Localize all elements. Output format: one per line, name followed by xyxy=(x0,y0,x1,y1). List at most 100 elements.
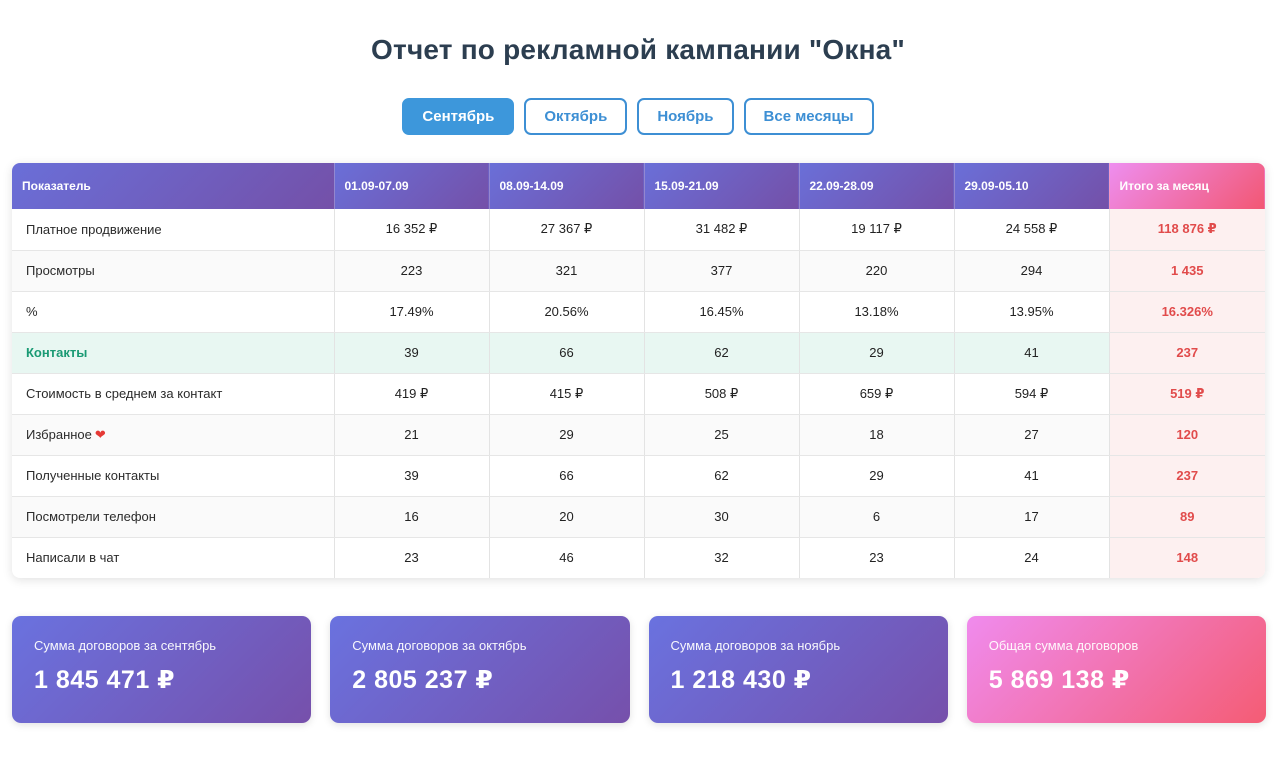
table-cell: 17 xyxy=(954,496,1110,538)
table-cell: 27 367 ₽ xyxy=(489,209,645,251)
row-label: Написали в чат xyxy=(12,537,335,578)
table-cell: 294 xyxy=(954,250,1110,292)
total-cell: 118 876 ₽ xyxy=(1109,209,1265,251)
table-row: Посмотрели телефон 16 20 30 6 17 89 xyxy=(12,496,1265,538)
total-cell: 237 xyxy=(1109,455,1265,497)
table-cell: 377 xyxy=(644,250,800,292)
table-cell: 419 ₽ xyxy=(334,373,490,415)
tab-september[interactable]: Сентябрь xyxy=(402,98,515,135)
card-value: 2 805 237 ₽ xyxy=(352,666,494,694)
row-label: Платное продвижение xyxy=(12,209,335,251)
tab-november[interactable]: Ноябрь xyxy=(637,98,734,135)
table-cell: 20 xyxy=(489,496,645,538)
card-label: Сумма договоров за ноябрь xyxy=(670,638,841,653)
total-cell: 89 xyxy=(1109,496,1265,538)
column-header: 29.09-05.10 xyxy=(954,163,1110,209)
table-cell: 27 xyxy=(954,414,1110,456)
column-header: 15.09-21.09 xyxy=(644,163,800,209)
table-cell: 17.49% xyxy=(334,291,490,333)
table-cell: 13.18% xyxy=(799,291,955,333)
table-cell: 31 482 ₽ xyxy=(644,209,800,251)
table-cell: 16.45% xyxy=(644,291,800,333)
column-header-total: Итого за месяц xyxy=(1109,163,1265,209)
table-row: Стоимость в среднем за контакт 419 ₽ 415… xyxy=(12,373,1265,415)
row-label: Посмотрели телефон xyxy=(12,496,335,538)
table-cell: 30 xyxy=(644,496,800,538)
total-cell: 1 435 xyxy=(1109,250,1265,292)
table-header-row: Показатель 01.09-07.09 08.09-14.09 15.09… xyxy=(12,163,1265,209)
table-cell: 415 ₽ xyxy=(489,373,645,415)
heart-icon: ❤ xyxy=(94,426,106,442)
table-row: Полученные контакты 39 66 62 29 41 237 xyxy=(12,455,1265,497)
table-cell: 29 xyxy=(489,414,645,456)
total-cell: 148 xyxy=(1109,537,1265,578)
table-cell: 20.56% xyxy=(489,291,645,333)
card-value: 1 218 430 ₽ xyxy=(670,666,812,694)
table-cell: 29 xyxy=(799,455,955,497)
table-cell: 24 558 ₽ xyxy=(954,209,1110,251)
column-header: 08.09-14.09 xyxy=(489,163,645,209)
card-value: 5 869 138 ₽ xyxy=(988,666,1130,694)
table-cell: 24 xyxy=(954,537,1110,578)
table-cell: 41 xyxy=(954,332,1110,374)
table-cell: 29 xyxy=(799,332,955,374)
table-cell: 66 xyxy=(489,455,645,497)
table-row: Написали в чат 23 46 32 23 24 148 xyxy=(12,537,1265,578)
card-label: Сумма договоров за сентябрь xyxy=(34,638,217,653)
table-cell: 39 xyxy=(334,332,490,374)
table-cell: 18 xyxy=(799,414,955,456)
card-value: 1 845 471 ₽ xyxy=(34,666,176,694)
table-cell: 32 xyxy=(644,537,800,578)
table-cell: 13.95% xyxy=(954,291,1110,333)
table-cell: 6 xyxy=(799,496,955,538)
table-cell: 39 xyxy=(334,455,490,497)
table-row: % 17.49% 20.56% 16.45% 13.18% 13.95% 16.… xyxy=(12,291,1265,333)
month-tabs: Сентябрь Октябрь Ноябрь Все месяцы xyxy=(0,98,1276,135)
summary-card-total: Общая сумма договоров 5 869 138 ₽ xyxy=(966,616,1266,723)
row-label: Стоимость в среднем за контакт xyxy=(12,373,335,415)
table-cell: 66 xyxy=(489,332,645,374)
report-table-container: Показатель 01.09-07.09 08.09-14.09 15.09… xyxy=(12,163,1265,578)
tab-all-months[interactable]: Все месяцы xyxy=(743,98,874,135)
row-label: Просмотры xyxy=(12,250,335,292)
column-header: 01.09-07.09 xyxy=(334,163,490,209)
table-cell: 25 xyxy=(644,414,800,456)
summary-card-october: Сумма договоров за октябрь 2 805 237 ₽ xyxy=(330,616,630,723)
row-label-favorites: Избранное ❤ xyxy=(12,414,335,456)
table-cell: 594 ₽ xyxy=(954,373,1110,415)
table-cell: 321 xyxy=(489,250,645,292)
table-row-contacts: Контакты 39 66 62 29 41 237 xyxy=(12,332,1265,374)
row-label: % xyxy=(12,291,335,333)
row-label: Контакты xyxy=(12,332,335,374)
table-cell: 62 xyxy=(644,455,800,497)
page-title: Отчет по рекламной кампании "Окна" xyxy=(371,34,905,65)
table-cell: 23 xyxy=(334,537,490,578)
tab-october[interactable]: Октябрь xyxy=(524,98,628,135)
row-label-text: Избранное xyxy=(26,426,92,442)
card-label: Общая сумма договоров xyxy=(988,638,1139,653)
total-cell: 16.326% xyxy=(1109,291,1265,333)
table-cell: 41 xyxy=(954,455,1110,497)
total-cell: 120 xyxy=(1109,414,1265,456)
summary-cards: Сумма договоров за сентябрь 1 845 471 ₽ … xyxy=(12,616,1266,723)
table-cell: 223 xyxy=(334,250,490,292)
total-cell: 519 ₽ xyxy=(1109,373,1265,415)
table-cell: 19 117 ₽ xyxy=(799,209,955,251)
table-cell: 46 xyxy=(489,537,645,578)
table-cell: 16 352 ₽ xyxy=(334,209,490,251)
table-cell: 508 ₽ xyxy=(644,373,800,415)
table-row: Избранное ❤ 21 29 25 18 27 120 xyxy=(12,414,1265,456)
table-cell: 62 xyxy=(644,332,800,374)
row-label: Полученные контакты xyxy=(12,455,335,497)
table-row: Платное продвижение 16 352 ₽ 27 367 ₽ 31… xyxy=(12,209,1265,251)
column-header: Показатель xyxy=(12,163,335,209)
table-cell: 659 ₽ xyxy=(799,373,955,415)
column-header: 22.09-28.09 xyxy=(799,163,955,209)
card-label: Сумма договоров за октябрь xyxy=(352,638,527,653)
summary-card-september: Сумма договоров за сентябрь 1 845 471 ₽ xyxy=(12,616,312,723)
total-cell: 237 xyxy=(1109,332,1265,374)
summary-card-november: Сумма договоров за ноябрь 1 218 430 ₽ xyxy=(648,616,948,723)
table-cell: 16 xyxy=(334,496,490,538)
table-cell: 23 xyxy=(799,537,955,578)
